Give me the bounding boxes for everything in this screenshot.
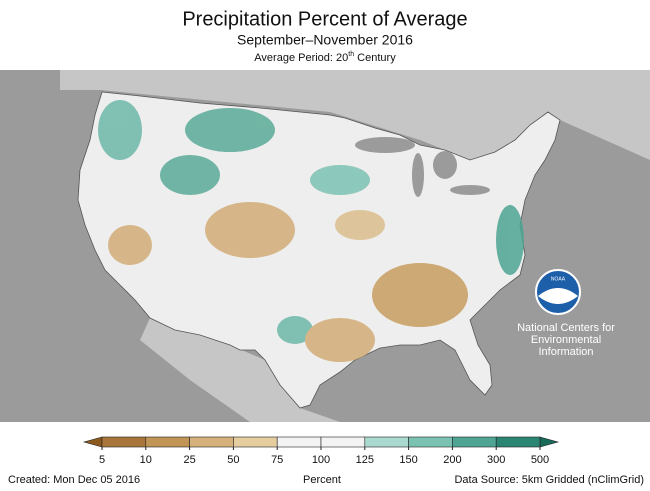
logo-text: National Centers for [517,322,615,334]
tick-label: 500 [531,454,549,466]
color-bin [101,436,147,448]
superscript: th [348,51,354,58]
dry-area [335,210,385,240]
color-bin [233,436,278,448]
logo-text: Environmental [531,334,601,346]
color-bin [495,436,541,448]
logo-bird [538,288,578,304]
legend-label: Percent [303,474,341,486]
logo-name: NOAA [551,276,566,282]
wet-area [496,205,524,275]
tick-label: 10 [140,454,152,466]
color-bin [189,436,234,448]
wet-area [277,316,313,344]
arrow-below [82,436,103,448]
color-bin [408,436,453,448]
color-bin [145,436,190,448]
precipitation-areas [98,100,524,362]
canada [60,70,650,160]
color-bin [276,436,322,448]
average-period: Average Period: 20th Century [254,51,396,64]
legend: 5 10 25 50 75 100 125 150 200 300 500 [82,436,560,466]
logo-text: Information [538,346,593,358]
wet-area [160,155,220,195]
average-period-text: Average Period: 20 [254,52,348,64]
subtitle: September–November 2016 [237,32,413,48]
tick-label: 5 [99,454,105,466]
lake [412,153,424,197]
dry-area [205,202,295,258]
dry-area [305,318,375,362]
wet-area [98,100,142,160]
color-bin [452,436,497,448]
tick-label: 75 [271,454,283,466]
created: Created: Mon Dec 05 2016 [8,474,140,486]
tick-label: 25 [183,454,195,466]
lake [450,185,490,195]
tick-label: 125 [356,454,374,466]
tick-label: 100 [312,454,330,466]
dry-area [108,225,152,265]
arrow-above [539,436,560,448]
tick-label: 300 [487,454,505,466]
lake [355,137,415,153]
average-period-text: Century [354,52,396,64]
tick-label: 50 [227,454,239,466]
color-bin [320,436,366,448]
dry-area [372,263,468,327]
wet-area [185,108,275,152]
color-bin [364,436,409,448]
map: NOAA National Centers for Environmental … [0,70,650,422]
tick-label: 200 [443,454,461,466]
source: Data Source: 5km Gridded (nClimGrid) [454,474,644,486]
tick-label: 150 [399,454,417,466]
lake [433,151,457,179]
title: Precipitation Percent of Average [182,8,467,30]
wet-area [310,165,370,195]
